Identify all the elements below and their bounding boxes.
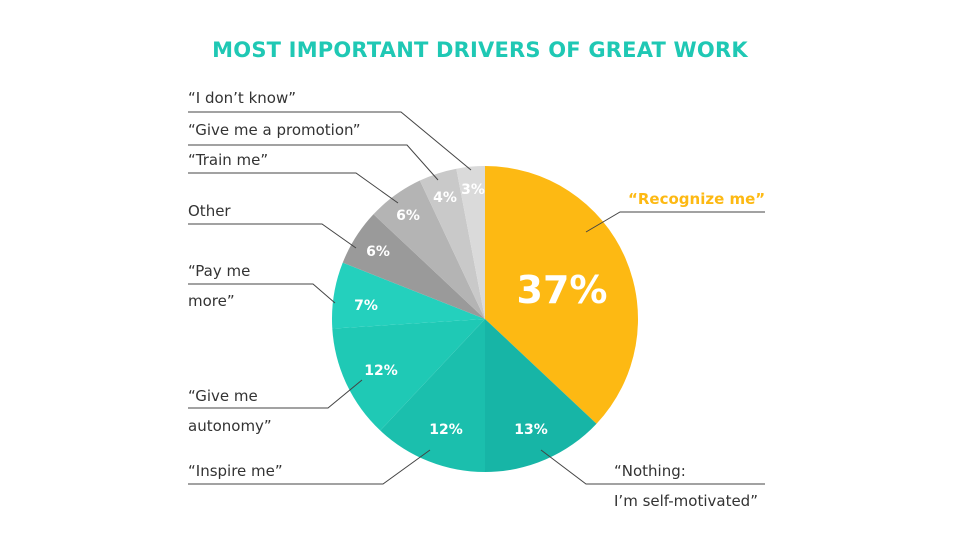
leader-line [188,144,439,181]
slice-value-label: 6% [396,208,420,224]
pie-slice [380,319,485,472]
leader-line [188,283,336,304]
slice-category-label: “Give me [188,387,258,405]
leader-line [540,449,765,485]
leader-line [585,211,765,233]
slice-category-label: “I don’t know” [188,89,296,107]
slice-category-label: “Recognize me” [628,190,765,208]
slice-value-label: 37% [517,268,608,312]
leader-line [188,379,363,409]
pie-slice [485,319,597,472]
slice-value-label: 4% [433,190,457,206]
slice-category-label: I’m self-motivated” [614,492,758,510]
pie-slice [456,166,485,319]
slice-category-label: “Inspire me” [188,462,283,480]
leader-line [188,223,357,249]
slice-category-label: “Nothing: [614,462,686,480]
pie-slice [332,262,485,329]
slice-value-label: 12% [364,363,398,379]
slice-category-label: Other [188,202,231,220]
leader-line [188,449,431,485]
leader-line [188,172,399,204]
slice-category-label: “Pay me [188,262,250,280]
slice-value-label: 7% [354,298,378,314]
pie-slice [485,166,638,424]
leader-line [188,111,472,171]
slice-category-label: more” [188,292,235,310]
slice-value-label: 3% [461,182,485,198]
slice-value-label: 6% [366,244,390,260]
pie-slice [419,168,485,319]
pie-slice [332,319,485,431]
pie-slice [342,214,485,319]
slice-value-label: 13% [514,422,548,438]
slice-category-label: “Give me a promotion” [188,121,360,139]
slice-value-label: 12% [429,422,463,438]
slice-category-label: autonomy” [188,417,272,435]
pie-slice [373,180,485,319]
slice-category-label: “Train me” [188,151,268,169]
chart-title: MOST IMPORTANT DRIVERS OF GREAT WORK [212,38,748,62]
